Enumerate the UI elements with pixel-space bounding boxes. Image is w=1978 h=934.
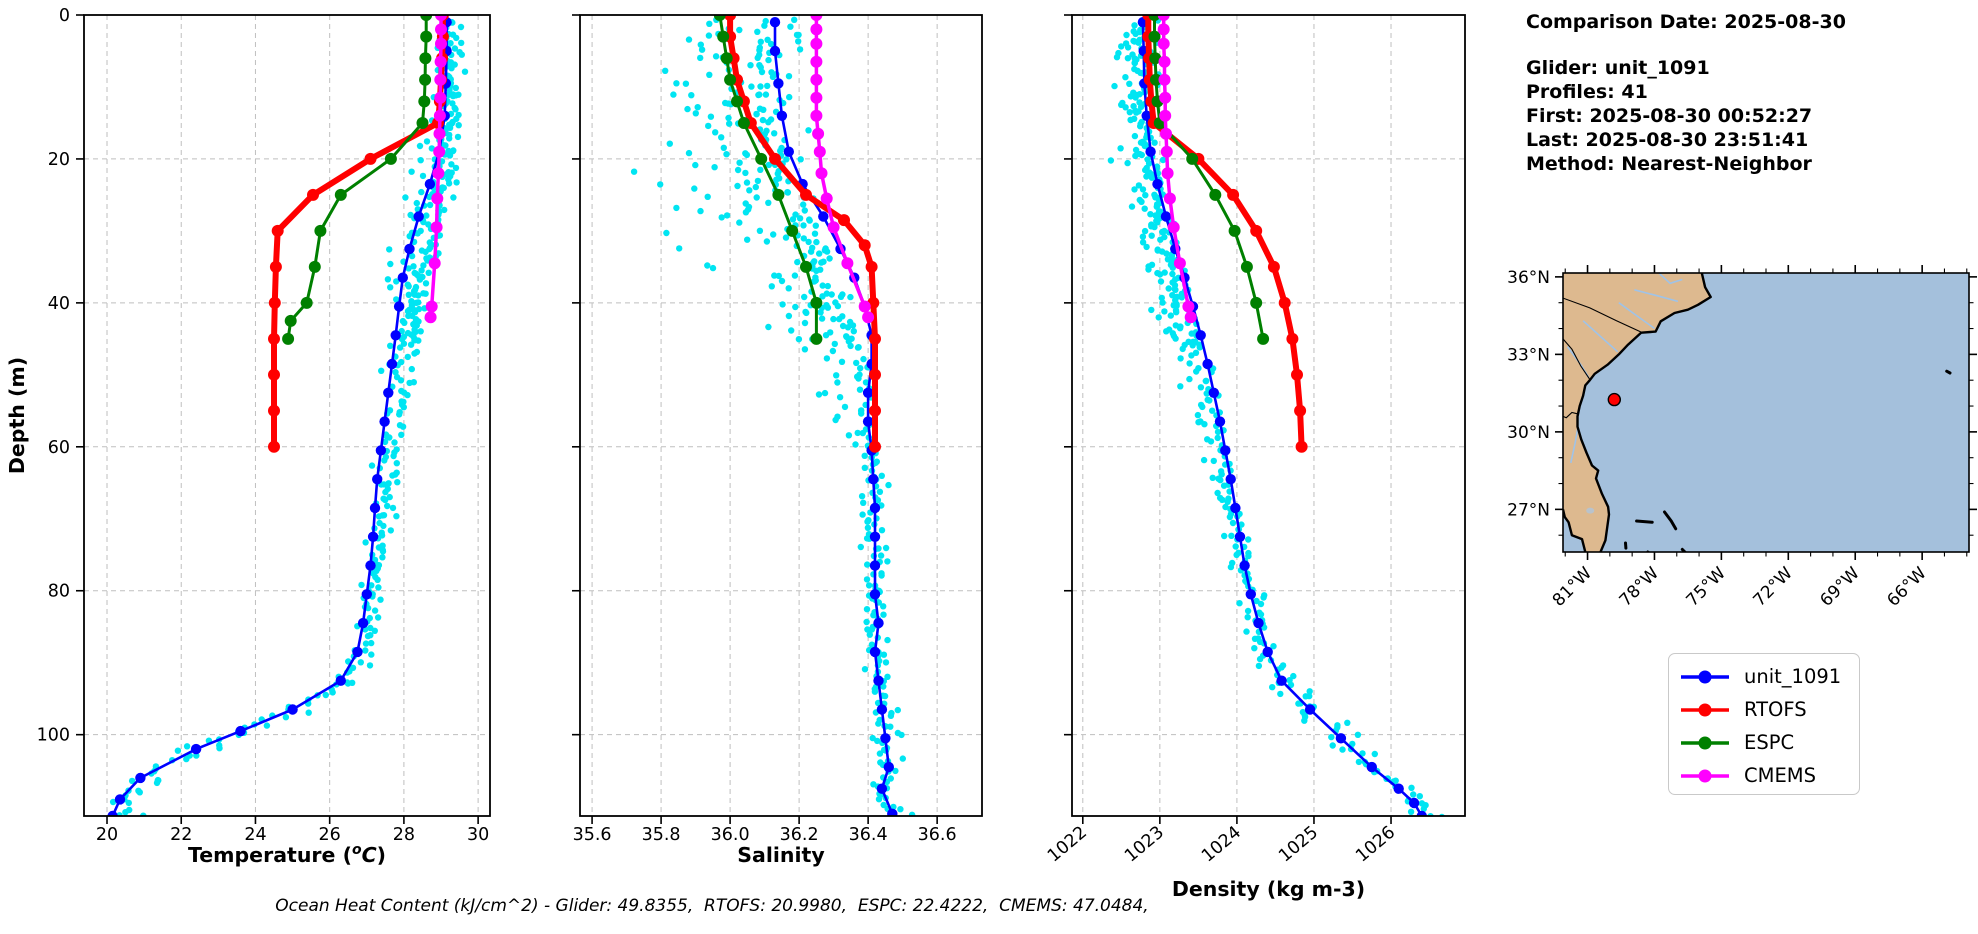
series-cmems (424, 15, 447, 324)
info-gap (1526, 34, 1846, 56)
map-lon-label: 78°W (1616, 563, 1663, 610)
map-lon-label: 75°W (1683, 563, 1730, 610)
map-lon-label: 81°W (1549, 563, 1596, 610)
y-tick-label: 20 (48, 150, 70, 170)
y-tick-label: 0 (59, 6, 70, 26)
legend-label: RTOFS (1744, 698, 1807, 721)
legend-item: ESPC (1679, 726, 1859, 759)
map-lake (1586, 507, 1595, 514)
depth-axis-label: Depth (m) (5, 357, 29, 474)
map-island (1668, 559, 1674, 560)
legend-line-marker (1679, 733, 1731, 753)
temperature-plot: 20 22 24 26 28 30 0 20 40 60 80 100 Temperature (oC)… (5, 6, 491, 867)
map-lat-label: 27°N (1507, 500, 1550, 520)
x-tick-label: 24 (244, 825, 266, 845)
map-island (1663, 510, 1678, 531)
map-land (1563, 273, 1711, 552)
map-state-border (1563, 297, 1642, 333)
series-espc (282, 15, 433, 345)
series-cmems (1157, 15, 1197, 324)
x-tick-label: 36.2 (780, 825, 819, 845)
series-espc (713, 15, 823, 345)
salinity-axis-label: Salinity (737, 843, 824, 867)
x-tick-label: 36.4 (849, 825, 888, 845)
map-island (1945, 369, 1952, 375)
map-lat-label: 30°N (1507, 423, 1550, 443)
y-tick-label: 40 (48, 294, 70, 314)
legend-item: unit_1091 (1679, 660, 1859, 693)
x-tick-label: 22 (170, 825, 192, 845)
density-axis-label: Density (kg m-3) (1172, 877, 1365, 901)
location-map: 81°W 78°W 75°W 72°W 69°W 66°W 27°N 30°N 33°N 36°N (1507, 265, 1977, 611)
x-tick-label: 36.0 (711, 825, 750, 845)
ocean-heat-content-caption: Ocean Heat Content (kJ/cm^2) - Glider: 4… (275, 896, 1149, 916)
x-tick-label: 28 (393, 825, 415, 845)
legend-line-marker (1679, 667, 1731, 687)
map-lon-label: 69°W (1816, 563, 1863, 610)
x-tick-label: 35.6 (573, 825, 612, 845)
first-profile-time-text: First: 2025-08-30 00:52:27 (1526, 105, 1813, 127)
glider-name-text: Glider: unit_1091 (1526, 57, 1710, 79)
map-lat-label: 33°N (1507, 345, 1550, 365)
series-cmems (810, 15, 875, 324)
map-river (1582, 320, 1619, 353)
x-tick-label: 1026 (1352, 823, 1399, 867)
legend-label: ESPC (1744, 731, 1795, 754)
x-tick-label: 1022 (1044, 823, 1091, 867)
y-tick-label: 100 (37, 726, 70, 746)
last-profile-time-text: Last: 2025-08-30 23:51:41 (1526, 129, 1809, 151)
map-island (1635, 519, 1654, 524)
map-river (1618, 302, 1655, 330)
map-lon-label: 66°W (1883, 563, 1930, 610)
map-river (1634, 289, 1679, 303)
legend-item: RTOFS (1679, 693, 1859, 726)
salinity-plot: 35.6 35.8 36.0 36.2 36.4 36.6 Salinity (572, 14, 983, 867)
map-lat-label: 36°N (1507, 268, 1550, 288)
legend: unit_1091 RTOFS ESPC CMEMS (1668, 653, 1860, 795)
method-text: Method: Nearest-Neighbor (1526, 153, 1812, 175)
x-tick-label: 35.8 (642, 825, 681, 845)
series-unit_1091 (1137, 17, 1427, 816)
map-lon-label: 72°W (1750, 563, 1797, 610)
series-unit_1091 (769, 17, 898, 816)
map-coastline (1563, 509, 1587, 552)
temperature-axis-label: Temperature (oC) (188, 842, 386, 867)
legend-label: unit_1091 (1744, 665, 1842, 688)
map-coastline (1576, 273, 1712, 552)
x-tick-label: 1024 (1198, 823, 1245, 867)
x-tick-label: 30 (467, 825, 489, 845)
glider-location-marker (1607, 392, 1622, 407)
x-tick-label: 1025 (1275, 823, 1322, 867)
y-tick-label: 80 (48, 582, 70, 602)
x-tick-label: 26 (319, 825, 341, 845)
profile-plots-svg: 20 22 24 26 28 30 0 20 40 60 80 100 Temperature (oC)… (5, 6, 1466, 901)
x-tick-label: 36.6 (918, 825, 957, 845)
series-rtofs (724, 15, 881, 453)
comparison-date-text: Comparison Date: 2025-08-30 (1526, 11, 1846, 33)
map-island (1680, 547, 1687, 552)
legend-line-marker (1679, 766, 1731, 786)
series-espc (1148, 15, 1270, 345)
x-tick-label: 1023 (1121, 823, 1168, 867)
profile-scatter-points (1107, 17, 1445, 816)
density-plot: 1022 1023 1024 1025 1026 Density (kg m-3) (1044, 14, 1466, 901)
map-state-border (1563, 338, 1591, 380)
legend-item: CMEMS (1679, 759, 1859, 792)
series-unit_1091 (107, 17, 452, 816)
y-tick-label: 60 (48, 438, 70, 458)
map-river (1570, 425, 1579, 464)
map-state-border (1563, 411, 1578, 419)
profiles-count-text: Profiles: 41 (1526, 81, 1648, 103)
info-panel: Comparison Date: 2025-08-30 Glider: unit… (1526, 10, 1846, 176)
x-tick-label: 20 (96, 825, 118, 845)
legend-line-marker (1679, 700, 1731, 720)
legend-label: CMEMS (1744, 764, 1816, 787)
map-river (1658, 273, 1683, 285)
